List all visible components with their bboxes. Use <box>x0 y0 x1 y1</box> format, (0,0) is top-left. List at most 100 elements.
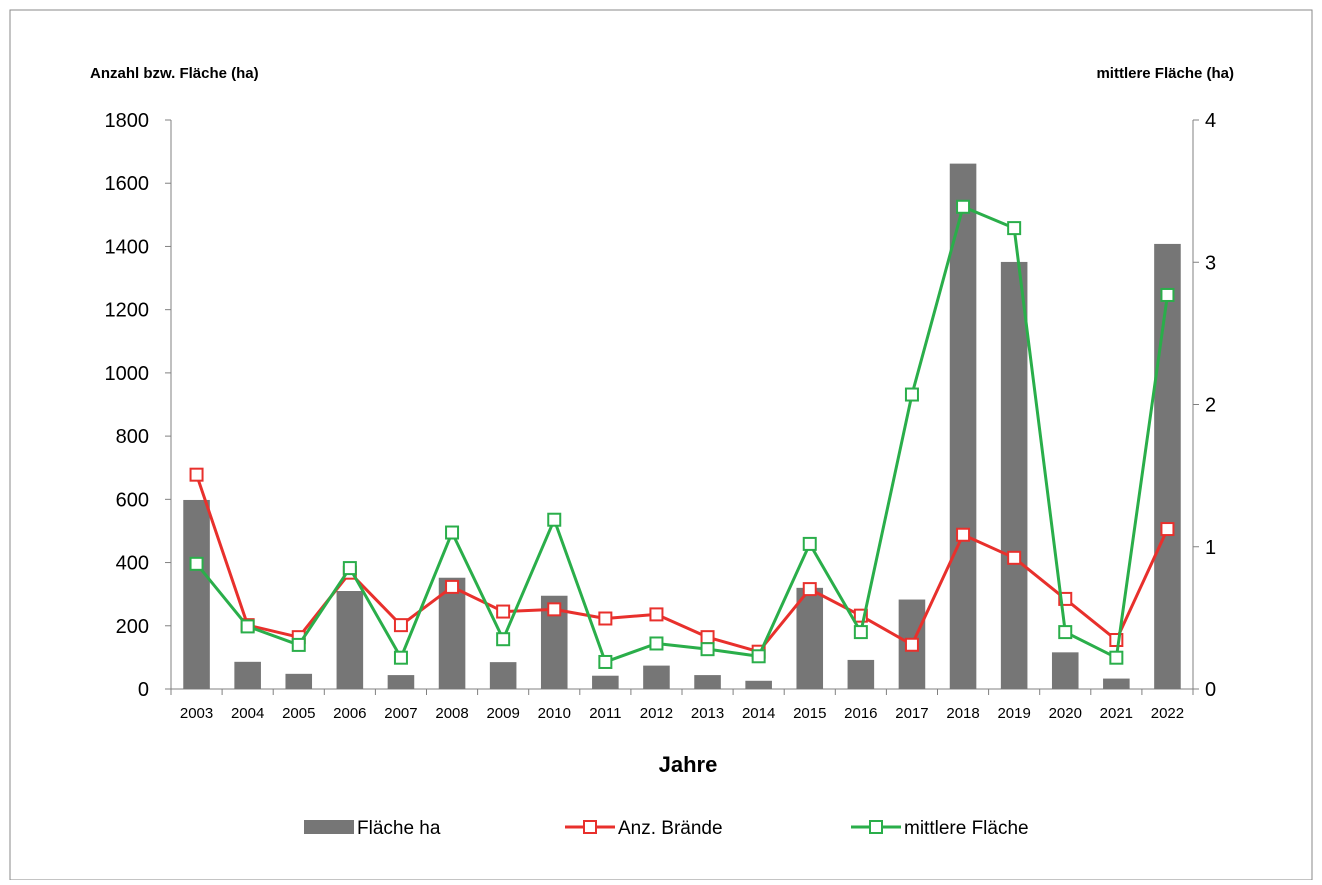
bar <box>489 662 517 689</box>
x-tick-label: 2020 <box>1049 705 1082 722</box>
left-tick-label: 600 <box>116 489 149 511</box>
right-tick-label: 2 <box>1205 395 1216 417</box>
x-tick-label: 2022 <box>1151 705 1184 722</box>
data-point-marker <box>1109 650 1124 665</box>
bar <box>336 591 364 689</box>
data-point-marker <box>445 579 460 594</box>
bar <box>387 675 415 689</box>
data-point-marker <box>853 625 868 640</box>
data-point-marker <box>342 561 357 576</box>
data-point-marker <box>649 607 664 622</box>
data-point-marker <box>291 637 306 652</box>
data-point-marker <box>1058 625 1073 640</box>
right-tick-label: 3 <box>1205 252 1216 274</box>
bar <box>745 680 772 689</box>
x-tick-label: 2005 <box>282 705 315 722</box>
data-point-marker <box>649 636 664 651</box>
data-point-marker <box>240 619 255 634</box>
bar <box>183 499 210 689</box>
x-tick-label: 2010 <box>538 705 571 722</box>
x-tick-label: 2017 <box>895 705 928 722</box>
left-tick-label: 1800 <box>105 110 150 132</box>
left-axis-title: Anzahl bzw. Fläche (ha) <box>90 65 259 82</box>
bar <box>1000 261 1028 689</box>
x-tick-label: 2015 <box>793 705 826 722</box>
data-point-marker <box>1007 221 1022 236</box>
data-point-marker <box>956 199 971 214</box>
chart-border <box>9 9 1313 881</box>
x-tick-label: 2021 <box>1100 705 1133 722</box>
data-point-marker <box>189 467 204 482</box>
data-point-marker <box>751 649 766 664</box>
legend-swatch <box>304 820 354 834</box>
legend-label: Anz. Brände <box>618 818 723 839</box>
x-tick-label: 2007 <box>384 705 417 722</box>
bar <box>438 577 466 689</box>
x-tick-label: 2012 <box>640 705 673 722</box>
bar <box>1103 678 1130 689</box>
legend-label: mittlere Fläche <box>904 818 1029 839</box>
data-point-marker <box>802 536 817 551</box>
bar <box>234 661 261 689</box>
x-tick-label: 2006 <box>333 705 366 722</box>
data-point-marker <box>1160 522 1175 537</box>
x-tick-label: 2016 <box>844 705 877 722</box>
data-point-marker <box>700 642 715 657</box>
x-tick-label: 2019 <box>997 705 1030 722</box>
plot-area: 0 200 400 600 800 1000 1200 1400 1600 1800 0 1 2 3 4 20… <box>105 110 1217 722</box>
x-tick-label: 2008 <box>435 705 468 722</box>
right-axis-title: mittlere Fläche (ha) <box>1096 65 1234 82</box>
data-point-marker <box>496 632 511 647</box>
bar <box>592 675 619 689</box>
left-tick-label: 400 <box>116 553 149 575</box>
bar <box>1051 652 1079 689</box>
right-tick-label: 4 <box>1205 110 1216 132</box>
bar <box>847 659 875 689</box>
data-point-marker <box>904 637 919 652</box>
left-tick-label: 1400 <box>105 236 150 258</box>
data-point-marker <box>547 512 562 527</box>
x-axis-title: Jahre <box>659 752 718 777</box>
data-point-marker <box>1160 287 1175 302</box>
legend-marker <box>869 820 883 834</box>
x-tick-label: 2009 <box>486 705 519 722</box>
left-tick-label: 200 <box>116 616 149 638</box>
data-point-marker <box>904 387 919 402</box>
x-tick-label: 2004 <box>231 705 264 722</box>
bar <box>796 587 824 689</box>
right-tick-label: 0 <box>1205 679 1216 701</box>
x-tick-label: 2003 <box>180 705 213 722</box>
legend-label: Fläche ha <box>357 818 441 839</box>
data-point-marker <box>956 527 971 542</box>
left-tick-label: 1600 <box>105 173 150 195</box>
legend-marker <box>583 820 597 834</box>
left-tick-label: 1000 <box>105 363 150 385</box>
legend: Fläche ha Anz. Brände mittlere Fläche <box>304 818 1029 839</box>
left-tick-label: 1200 <box>105 300 150 322</box>
bar <box>643 665 670 689</box>
data-point-marker <box>393 650 408 665</box>
bar <box>949 163 977 689</box>
left-tick-label: 800 <box>116 426 149 448</box>
bar <box>694 675 721 689</box>
left-tick-label: 0 <box>138 679 149 701</box>
bar <box>1154 243 1181 689</box>
data-point-marker <box>802 582 817 597</box>
data-point-marker <box>496 604 511 619</box>
data-point-marker <box>598 611 613 626</box>
bar <box>285 673 313 689</box>
x-tick-label: 2011 <box>589 705 621 722</box>
data-point-marker <box>189 556 204 571</box>
series-line <box>195 205 1169 664</box>
data-point-marker <box>547 602 562 617</box>
data-point-marker <box>598 654 613 669</box>
right-tick-label: 1 <box>1205 537 1216 559</box>
x-tick-label: 2018 <box>946 705 979 722</box>
data-point-marker <box>1007 550 1022 565</box>
data-point-marker <box>700 630 715 645</box>
data-point-marker <box>393 618 408 633</box>
data-point-marker <box>445 525 460 540</box>
x-tick-label: 2014 <box>742 705 775 722</box>
